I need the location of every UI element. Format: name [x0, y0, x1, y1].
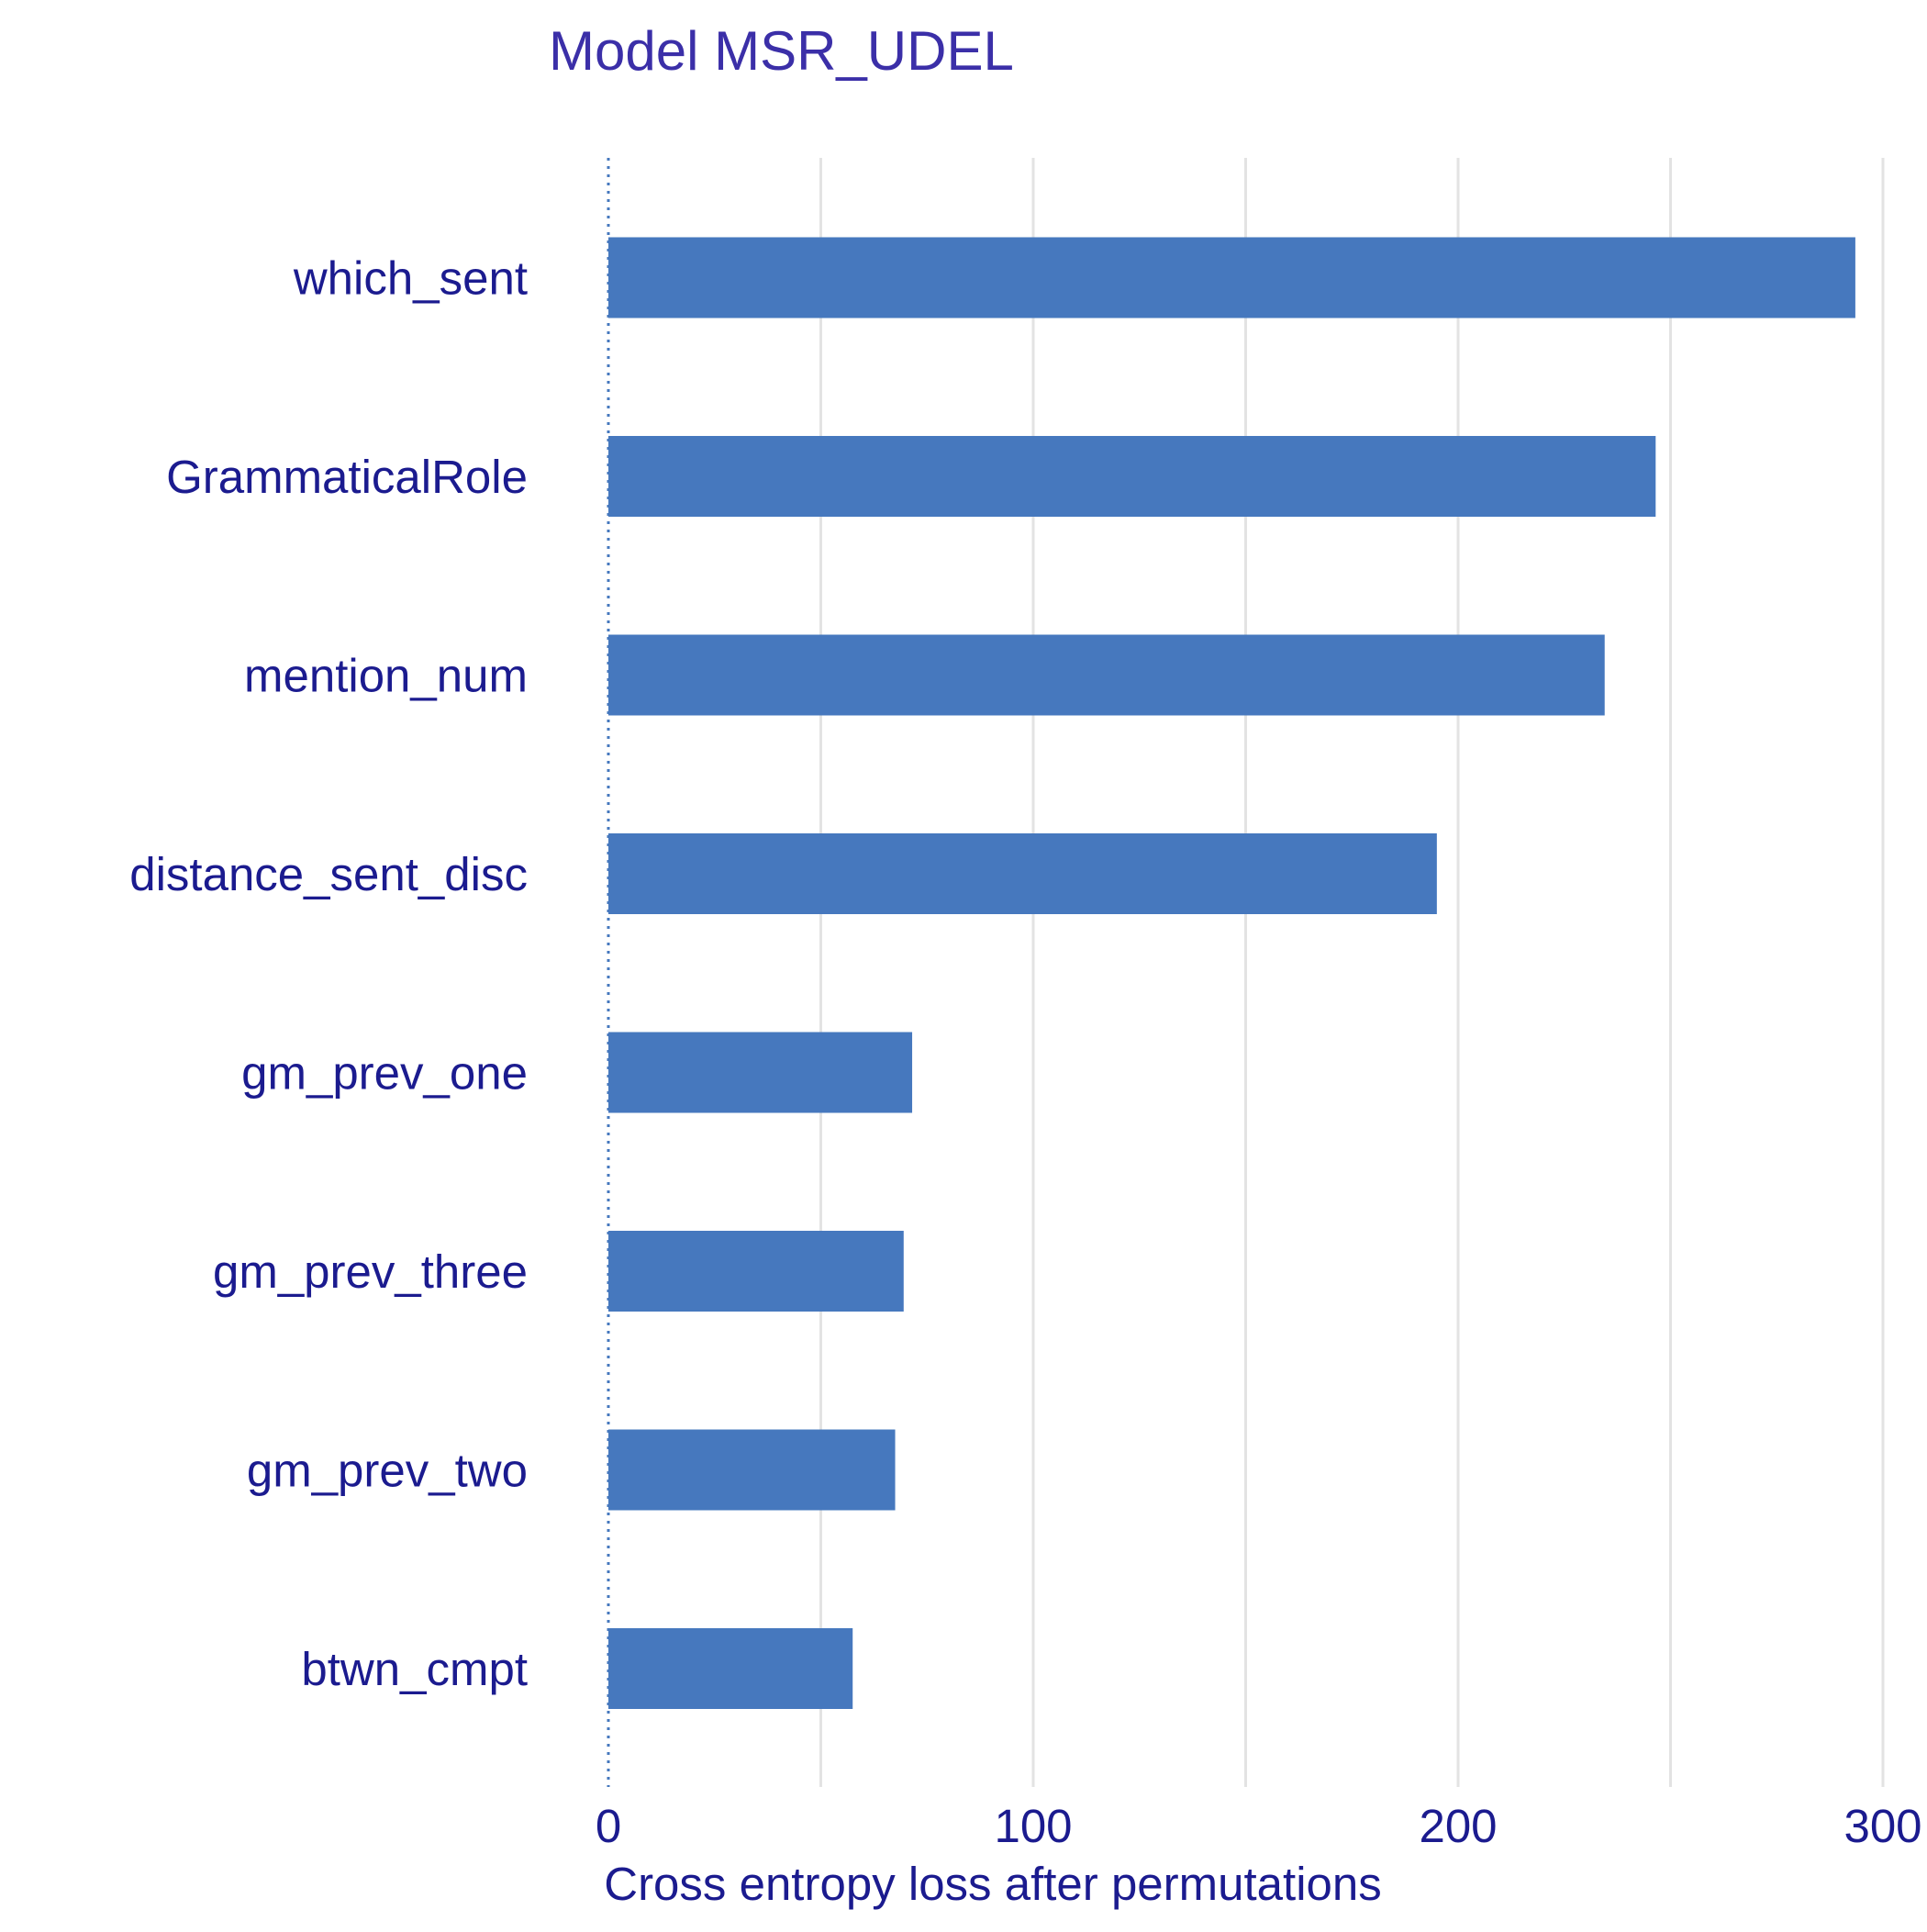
x-tick-label-300: 300: [1843, 1800, 1921, 1852]
gridlines: [819, 158, 1885, 1787]
bar-btwn_cmpt: [608, 1628, 853, 1709]
x-tick-label-200: 200: [1419, 1800, 1497, 1852]
x-tick-label-100: 100: [994, 1800, 1072, 1852]
bar-distance_sent_disc: [608, 833, 1437, 914]
bar-gm_prev_one: [608, 1032, 913, 1113]
y-tick-label-btwn_cmpt: btwn_cmpt: [301, 1643, 528, 1695]
x-tick-label-0: 0: [596, 1800, 621, 1852]
x-axis-label: Cross entropy loss after permutations: [604, 1858, 1382, 1910]
bar-which_sent: [608, 237, 1855, 318]
y-tick-label-gm_prev_one: gm_prev_one: [241, 1047, 528, 1100]
bar-GrammaticalRole: [608, 436, 1656, 517]
bar-mention_num: [608, 634, 1605, 716]
y-tick-label-gm_prev_three: gm_prev_three: [213, 1245, 528, 1298]
y-tick-label-which_sent: which_sent: [293, 252, 528, 305]
chart-title: Model MSR_UDEL: [549, 20, 1014, 82]
bar-gm_prev_two: [608, 1429, 896, 1511]
bars: [608, 237, 1855, 1709]
y-tick-label-mention_num: mention_num: [244, 650, 528, 702]
y-tick-labels: which_sent GrammaticalRole mention_numdist…: [129, 252, 528, 1696]
bar-gm_prev_three: [608, 1231, 904, 1312]
x-tick-labels: 0 100 200 300: [596, 1800, 1922, 1852]
y-tick-label-distance_sent_disc: distance_sent_disc: [129, 848, 528, 900]
y-tick-label-GrammaticalRole: GrammaticalRole: [166, 451, 528, 503]
y-tick-label-gm_prev_two: gm_prev_two: [247, 1445, 528, 1497]
